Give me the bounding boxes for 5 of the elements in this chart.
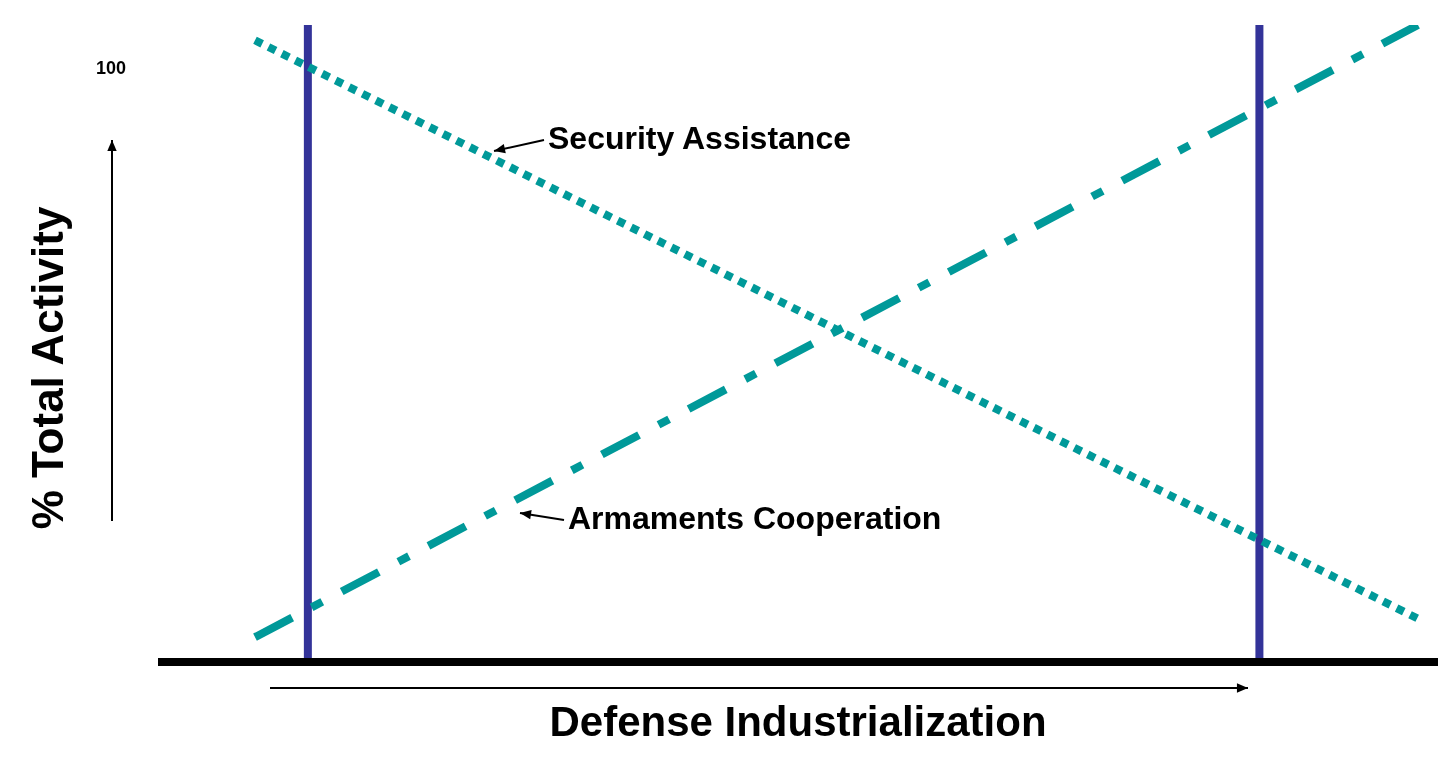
y-axis-title: % Total Activity: [23, 206, 73, 530]
series-label: Security Assistance: [548, 120, 851, 157]
text: 100: [96, 58, 127, 79]
x-axis-title: Defense Industrialization: [548, 698, 1048, 746]
series-label: Armaments Cooperation: [568, 500, 942, 537]
